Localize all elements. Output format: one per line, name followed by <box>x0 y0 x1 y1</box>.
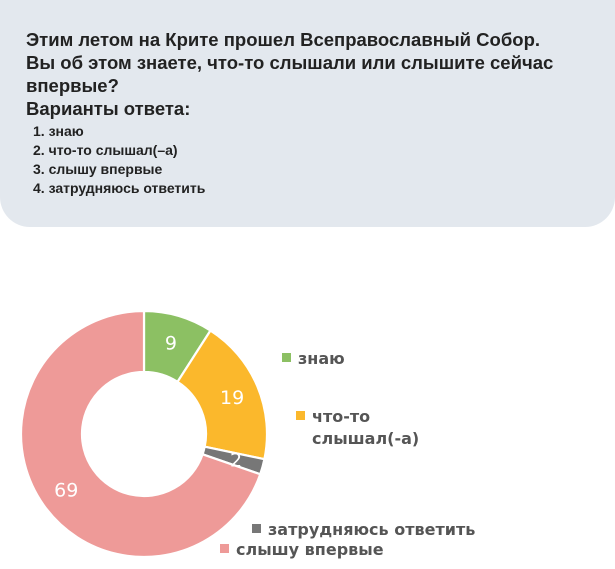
legend-label-2-line-2: слышал(-а) <box>312 429 419 448</box>
question-line-2: Вы об этом знаете, что-то слышали или сл… <box>26 52 554 73</box>
slice-value-label-3: 2 <box>230 449 242 471</box>
question-line-1: Этим летом на Крите прошел Всеправославн… <box>26 29 541 50</box>
legend-swatch-1 <box>282 353 291 362</box>
slice-value-label-4: 69 <box>54 479 78 501</box>
question-text: Этим летом на Крите прошел Всеправославн… <box>26 28 603 97</box>
slice-2 <box>176 329 269 461</box>
answer-option-4: 4. затрудняюсь ответить <box>33 180 206 196</box>
donut-slice-labels: 9 19 2 69 <box>54 332 244 501</box>
legend-label-4: слышу впервые <box>236 540 384 559</box>
answer-option-1: 1. знаю <box>33 123 84 139</box>
donut-slices <box>19 309 269 559</box>
answers-heading: Варианты ответа: <box>26 98 191 119</box>
question-line-3: впервые? <box>26 75 119 96</box>
legend-label-1: знаю <box>298 349 345 368</box>
legend-swatch-3 <box>252 524 261 533</box>
question-panel: Этим летом на Крите прошел Всеправославн… <box>0 0 615 227</box>
answer-option-3: 3. слышу впервые <box>33 161 163 177</box>
slice-value-label-1: 9 <box>165 332 177 354</box>
answer-options-list: 1. знаю 2. что-то слышал(–а) 3. слышу вп… <box>26 122 603 198</box>
slice-4 <box>19 309 262 559</box>
slice-value-label-2: 19 <box>220 387 244 409</box>
legend-label-2-line-1: что-то <box>312 407 370 426</box>
answer-option-2: 2. что-то слышал(–а) <box>33 142 178 158</box>
chart-legend: знаю что-то слышал(-а) затрудняюсь ответить… <box>220 349 475 559</box>
legend-swatch-2 <box>296 411 305 420</box>
legend-label-3: затрудняюсь ответить <box>268 520 475 539</box>
legend-swatch-4 <box>220 544 229 553</box>
